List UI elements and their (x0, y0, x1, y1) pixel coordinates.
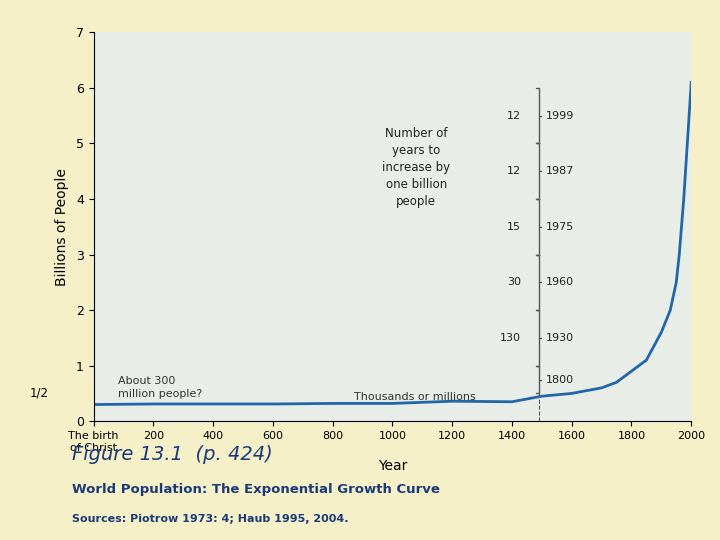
Text: 130: 130 (500, 333, 521, 343)
Text: 15: 15 (507, 222, 521, 232)
Text: 1930: 1930 (546, 333, 575, 343)
Text: Figure 13.1  (p. 424): Figure 13.1 (p. 424) (72, 446, 273, 464)
Text: 1975: 1975 (546, 222, 575, 232)
Text: Thousands or millions: Thousands or millions (354, 393, 475, 402)
Text: 12: 12 (507, 166, 521, 176)
Text: 1999: 1999 (546, 111, 575, 121)
Text: 12: 12 (507, 111, 521, 121)
Text: Sources: Piotrow 1973: 4; Haub 1995, 2004.: Sources: Piotrow 1973: 4; Haub 1995, 200… (72, 514, 348, 524)
Text: 1987: 1987 (546, 166, 575, 176)
X-axis label: Year: Year (378, 460, 407, 474)
Text: Number of
years to
increase by
one billion
people: Number of years to increase by one billi… (382, 127, 451, 208)
Text: About 300
million people?: About 300 million people? (117, 376, 202, 399)
Y-axis label: Billions of People: Billions of People (55, 168, 69, 286)
Text: 30: 30 (507, 278, 521, 287)
Text: World Population: The Exponential Growth Curve: World Population: The Exponential Growth… (72, 483, 440, 496)
Text: 1800: 1800 (546, 375, 575, 384)
Text: 1960: 1960 (546, 278, 575, 287)
Text: 1/2: 1/2 (30, 387, 49, 400)
